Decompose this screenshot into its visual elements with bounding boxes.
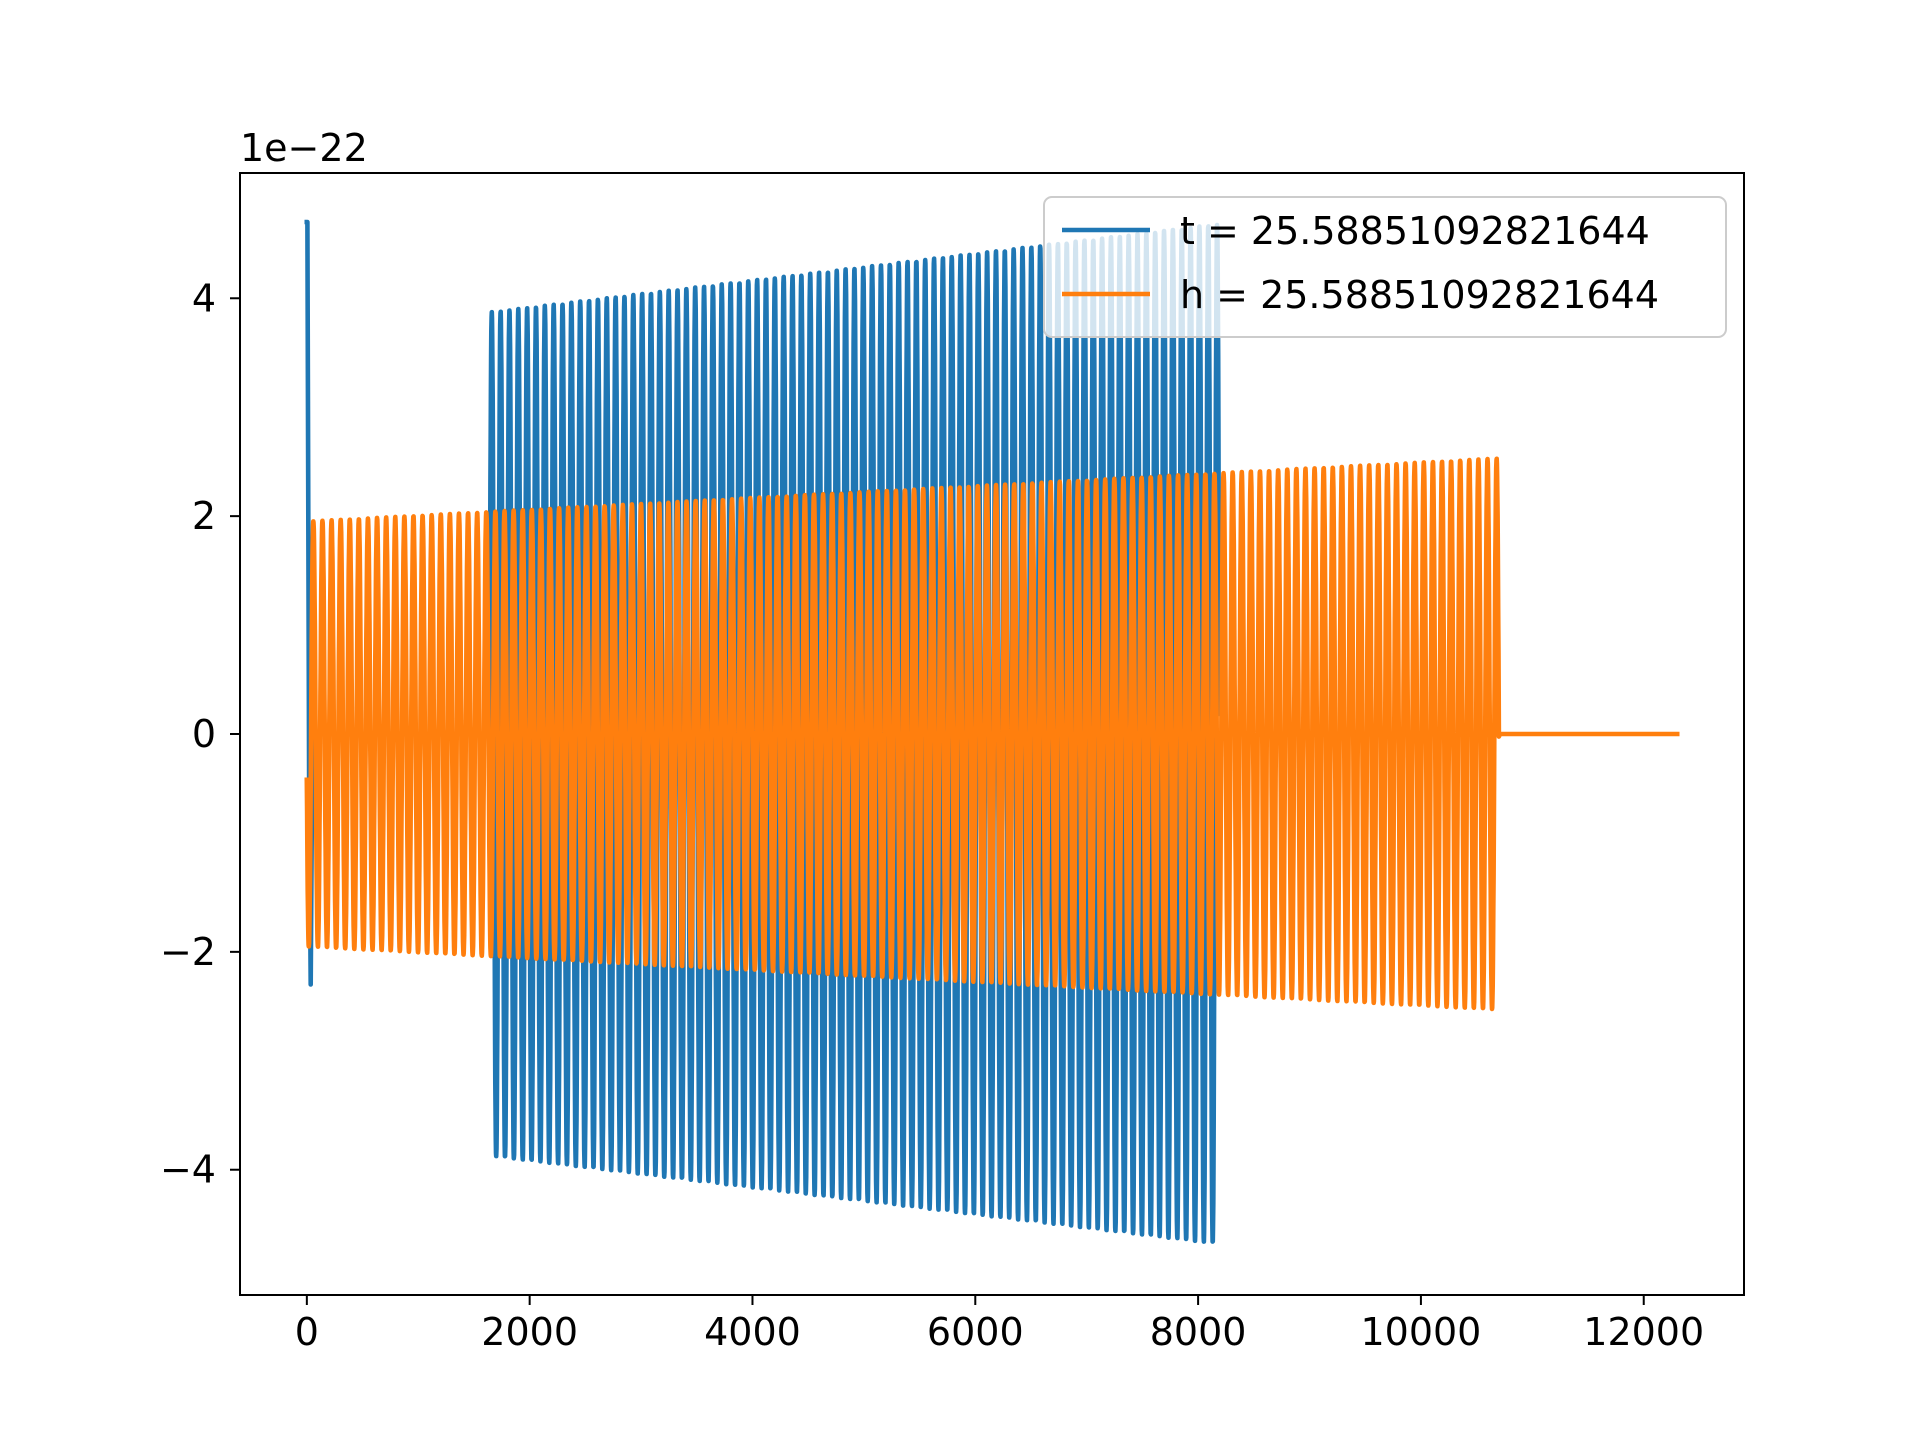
y-tick-label: −4: [160, 1148, 216, 1192]
series-line-t: [304, 219, 1222, 1244]
y-tick-label: 0: [192, 712, 216, 756]
y-tick-label: 4: [192, 276, 216, 320]
x-tick-label: 12000: [1583, 1310, 1704, 1354]
x-tick-label: 0: [295, 1310, 319, 1354]
y-axis: −4 −2 0 2 4: [160, 276, 240, 1192]
x-tick-label: 6000: [927, 1310, 1024, 1354]
y-offset-label: 1e−22: [240, 126, 368, 170]
x-tick-label: 8000: [1150, 1310, 1247, 1354]
y-tick-label: 2: [192, 494, 216, 538]
x-axis: 0 2000 4000 6000 8000 10000 12000: [295, 1295, 1704, 1354]
x-tick-label: 10000: [1360, 1310, 1481, 1354]
legend-box: [1043, 196, 1727, 338]
legend: t = 25.58851092821644 h = 25.58851092821…: [1043, 196, 1727, 338]
x-tick-label: 2000: [481, 1310, 578, 1354]
series-line-h: [304, 456, 1680, 1012]
y-tick-label: −2: [160, 930, 216, 974]
legend-label-t: t = 25.58851092821644: [1180, 209, 1650, 253]
legend-label-h: h = 25.58851092821644: [1180, 273, 1659, 317]
x-tick-label: 4000: [704, 1310, 801, 1354]
